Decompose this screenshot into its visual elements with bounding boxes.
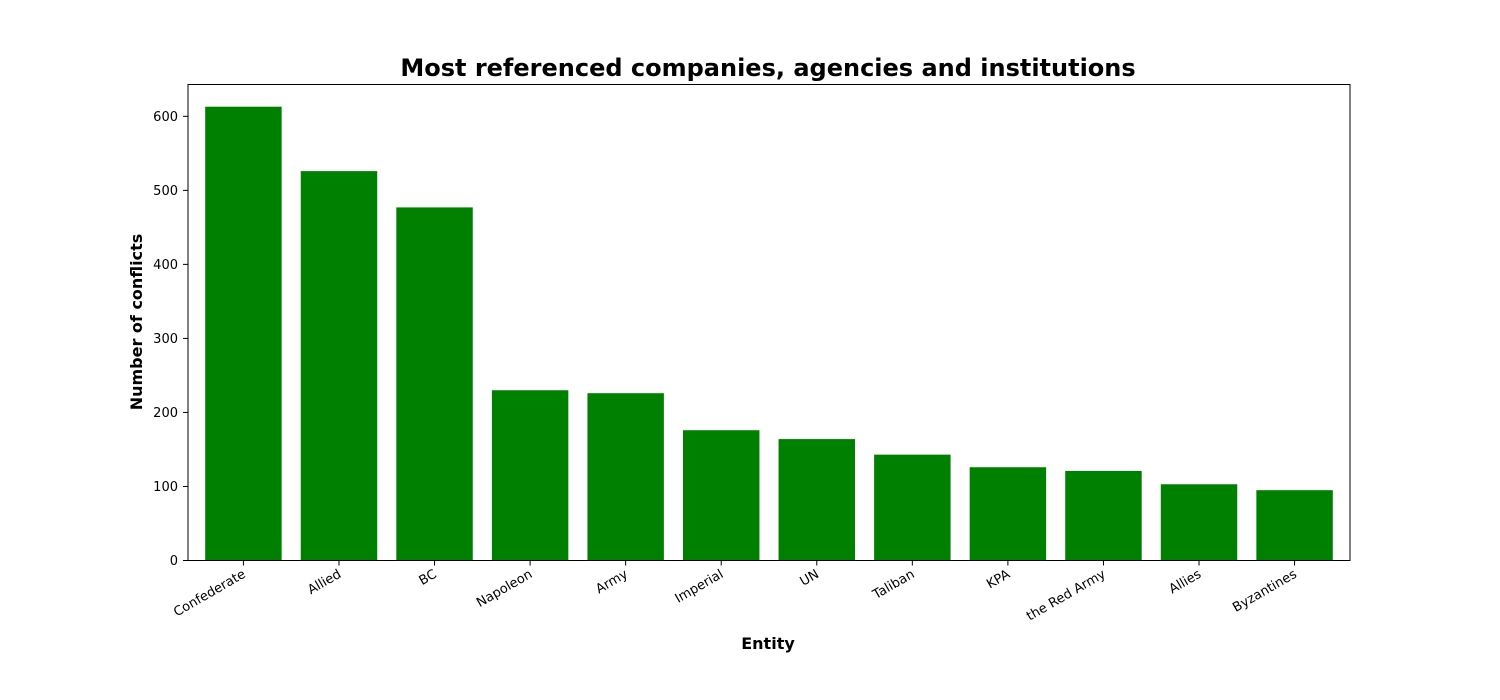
- bar-bc: [396, 207, 473, 561]
- x-tick-label: Army: [593, 567, 631, 597]
- x-tick-label: Byzantines: [1230, 567, 1299, 616]
- bar-allied: [300, 171, 378, 561]
- x-tick-label: Allies: [1167, 567, 1205, 597]
- x-tick-label: the Red Army: [1024, 567, 1109, 624]
- x-tick-label: Imperial: [673, 567, 727, 607]
- x-tick-label: BC: [417, 567, 440, 589]
- bar-confederate: [205, 106, 282, 561]
- bar-imperial: [683, 430, 760, 561]
- x-tick-label: UN: [798, 567, 822, 590]
- x-axis-label: Entity: [741, 634, 795, 653]
- bar-the-red-army: [1065, 470, 1142, 561]
- y-tick-label: 0: [170, 554, 178, 569]
- x-tick-label: Confederate: [171, 567, 248, 620]
- plot-area-frame: [187, 84, 1351, 561]
- y-tick-label: 300: [153, 332, 178, 347]
- x-tick-label: Napoleon: [474, 567, 535, 611]
- bar-army: [587, 393, 664, 561]
- y-tick-label: 400: [153, 258, 178, 273]
- x-tick-label: KPA: [984, 567, 1013, 592]
- y-tick-label: 600: [153, 110, 178, 125]
- chart-title: Most referenced companies, agencies and …: [400, 54, 1135, 82]
- bar-byzantines: [1256, 490, 1333, 561]
- x-tick-label: Taliban: [870, 567, 918, 603]
- bar-napoleon: [491, 390, 569, 561]
- bars-layer: [205, 106, 1333, 561]
- bar-un: [778, 439, 856, 561]
- x-tick-label: Allied: [305, 567, 344, 598]
- bar-allies: [1160, 484, 1238, 561]
- bar-taliban: [874, 454, 951, 561]
- bar-kpa: [969, 467, 1047, 561]
- y-tick-label: 200: [153, 406, 178, 421]
- y-tick-label: 100: [153, 480, 178, 495]
- y-axis-label: Number of conflicts: [127, 234, 146, 411]
- y-tick-label: 500: [153, 184, 178, 199]
